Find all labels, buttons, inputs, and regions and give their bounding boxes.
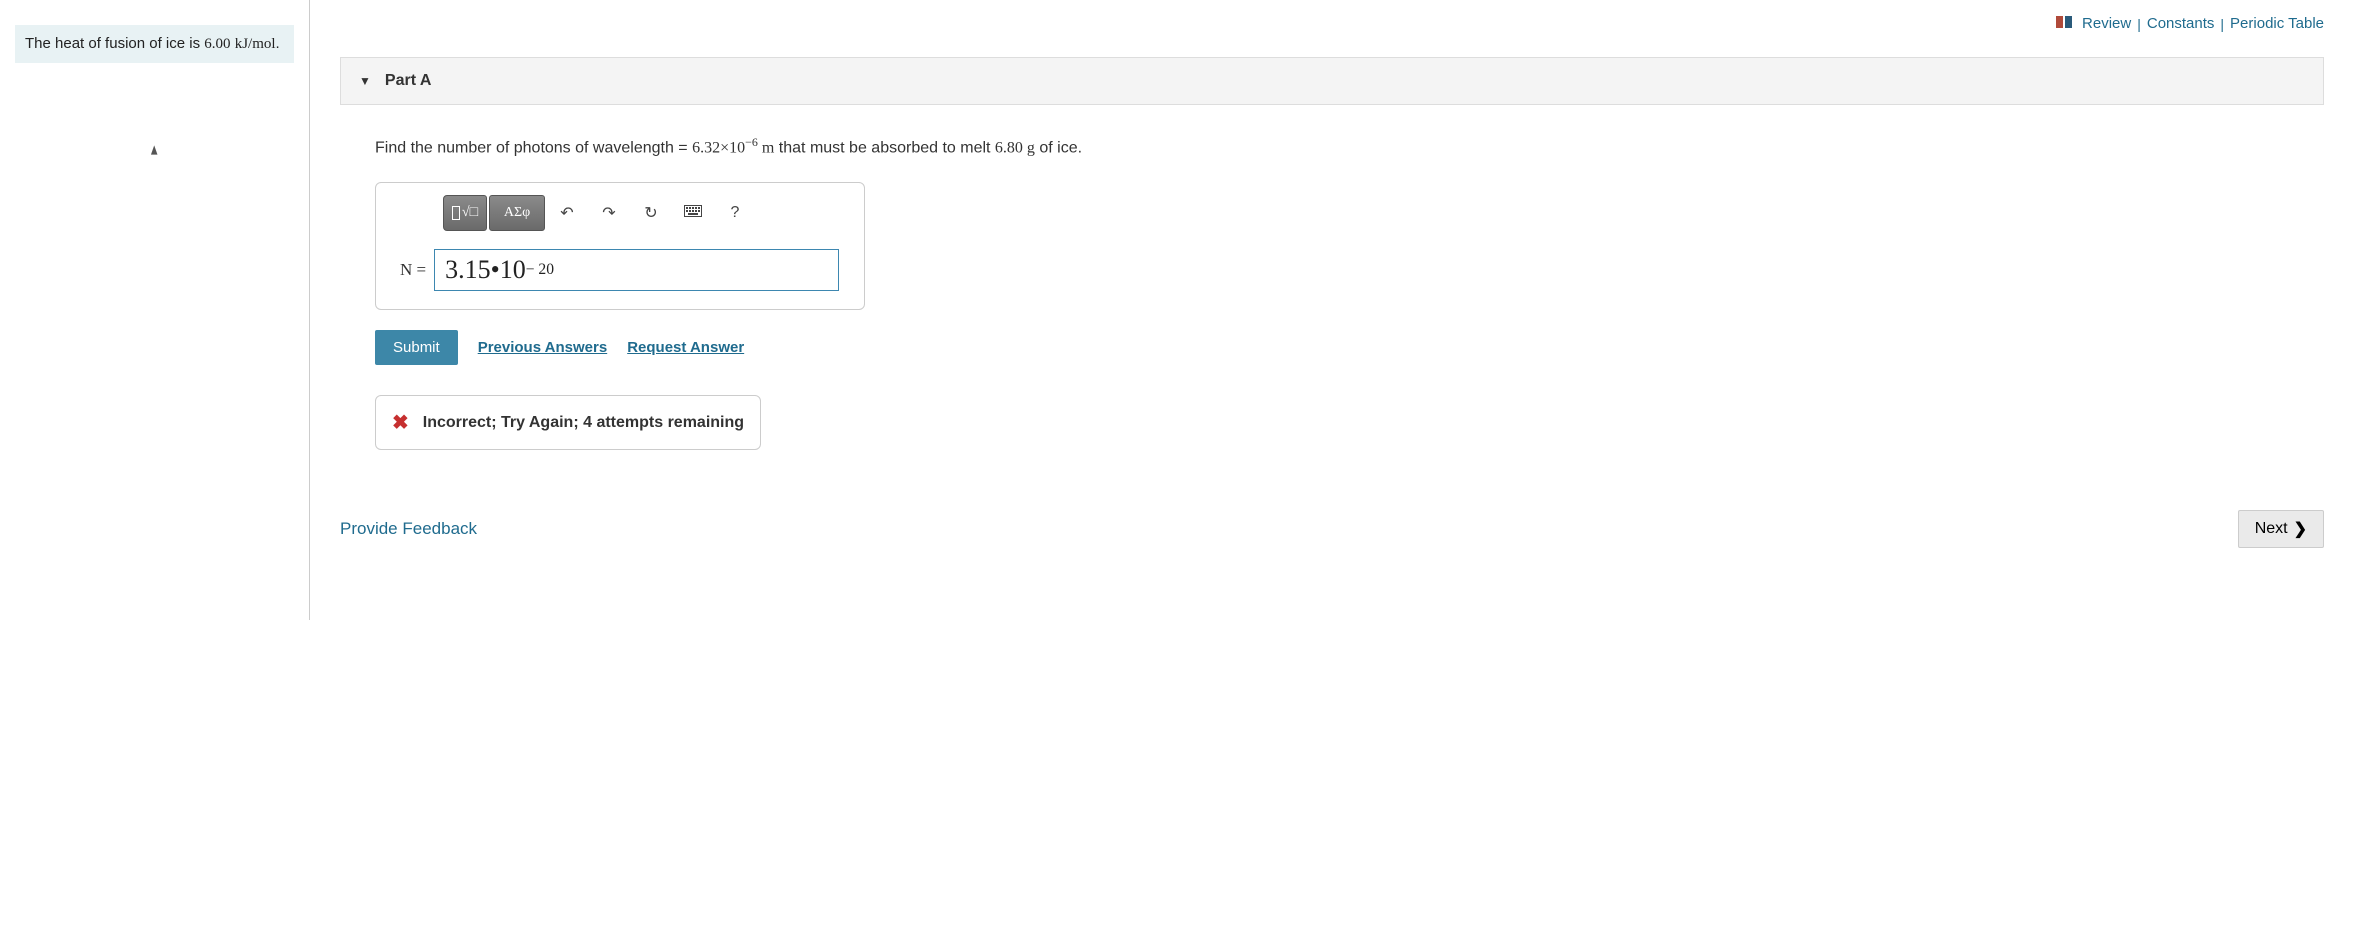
statement-prefix: The heat of fusion of ice is — [25, 35, 204, 52]
redo-icon: ↷ — [602, 203, 615, 223]
statement-value: 6.00 — [204, 36, 230, 52]
submit-button[interactable]: Submit — [375, 330, 458, 365]
constants-link[interactable]: Constants — [2147, 15, 2215, 32]
answer-input[interactable]: 3.15 • 10 − 20 — [434, 249, 839, 291]
reset-icon: ↻ — [644, 203, 657, 223]
q-suffix: of ice. — [1035, 139, 1082, 156]
previous-answers-link[interactable]: Previous Answers — [478, 339, 608, 356]
q-prefix: Find the number of photons of wavelength… — [375, 139, 692, 156]
bottom-row: Provide Feedback Next ❯ — [340, 510, 2324, 548]
template-button[interactable]: √□ — [443, 195, 487, 231]
input-sep: • — [491, 255, 500, 285]
statement-suffix: . — [276, 35, 280, 52]
toolbar: √□ ΑΣφ ↶ ↷ ↻ — [388, 195, 852, 231]
next-button[interactable]: Next ❯ — [2238, 510, 2324, 548]
statement-unit: kJ/mol — [235, 36, 276, 52]
separator: | — [2137, 16, 2141, 32]
greek-label: ΑΣφ — [504, 205, 530, 221]
feedback-message: ✖ Incorrect; Try Again; 4 attempts remai… — [375, 395, 761, 450]
right-panel: Review | Constants | Periodic Table ▼ Pa… — [310, 0, 2354, 620]
q-mass-unit: g — [1023, 139, 1035, 156]
problem-statement: The heat of fusion of ice is 6.00 kJ/mol… — [15, 25, 294, 63]
q-coef: 6.32×10 — [692, 139, 745, 156]
variable-label: N = — [400, 260, 426, 280]
q-exp: −6 — [745, 135, 758, 149]
provide-feedback-link[interactable]: Provide Feedback — [340, 519, 477, 539]
request-answer-link[interactable]: Request Answer — [627, 339, 744, 356]
input-base: 10 — [500, 255, 526, 285]
help-button[interactable]: ? — [715, 195, 755, 231]
reset-button[interactable]: ↻ — [631, 195, 671, 231]
content-area: Find the number of photons of wavelength… — [340, 135, 2324, 450]
answer-row: N = 3.15 • 10 − 20 — [388, 249, 852, 291]
q-mass: 6.80 — [995, 139, 1023, 156]
chevron-right-icon: ❯ — [2294, 519, 2307, 539]
input-exp: − 20 — [526, 261, 554, 279]
top-links: Review | Constants | Periodic Table — [340, 10, 2324, 57]
separator: | — [2220, 16, 2224, 32]
caret-down-icon: ▼ — [359, 74, 371, 88]
template-icon: √□ — [452, 205, 478, 221]
feedback-text: Incorrect; Try Again; 4 attempts remaini… — [423, 414, 744, 432]
keyboard-button[interactable] — [673, 195, 713, 231]
q-mid: that must be absorbed to melt — [774, 139, 995, 156]
left-panel: The heat of fusion of ice is 6.00 kJ/mol… — [0, 0, 310, 620]
answer-box: √□ ΑΣφ ↶ ↷ ↻ — [375, 182, 865, 310]
chevron-left-icon: ◀ — [150, 145, 160, 154]
part-header[interactable]: ▼ Part A — [340, 57, 2324, 105]
periodic-table-link[interactable]: Periodic Table — [2230, 15, 2324, 32]
undo-button[interactable]: ↶ — [547, 195, 587, 231]
help-icon: ? — [731, 204, 740, 222]
redo-button[interactable]: ↷ — [589, 195, 629, 231]
next-label: Next — [2255, 520, 2288, 538]
review-link[interactable]: Review — [2082, 15, 2131, 32]
q-unit: m — [758, 139, 774, 156]
input-coef: 3.15 — [445, 255, 491, 285]
actions-row: Submit Previous Answers Request Answer — [375, 330, 2289, 365]
main-container: The heat of fusion of ice is 6.00 kJ/mol… — [0, 0, 2354, 620]
greek-button[interactable]: ΑΣφ — [489, 195, 545, 231]
keyboard-icon — [684, 204, 702, 222]
part-title: Part A — [385, 72, 432, 90]
collapse-handle[interactable]: ◀ — [15, 143, 294, 157]
error-icon: ✖ — [392, 410, 409, 435]
undo-icon: ↶ — [560, 203, 573, 223]
question-text: Find the number of photons of wavelength… — [375, 135, 2289, 157]
book-icon — [2056, 15, 2072, 32]
